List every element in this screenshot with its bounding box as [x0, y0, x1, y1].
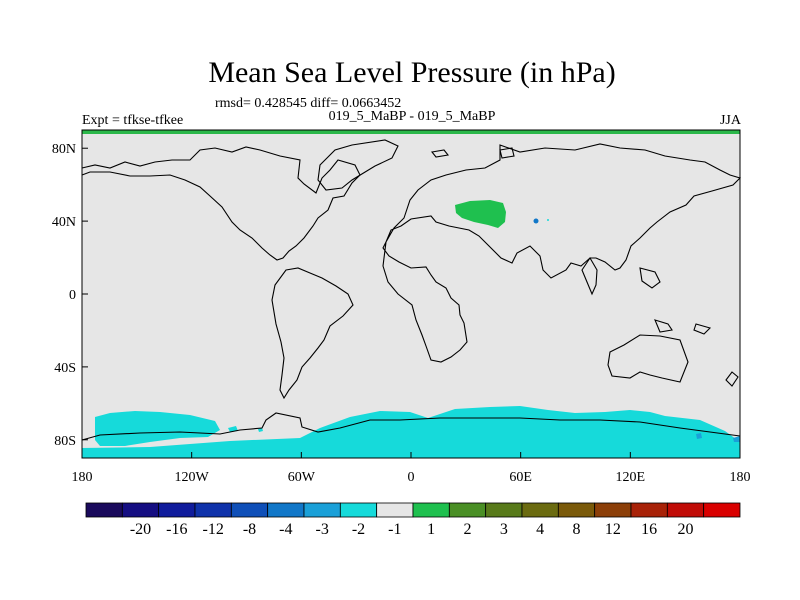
colorbar-swatch: [448, 502, 487, 518]
coastline-new-zealand: [725, 371, 739, 387]
colorbar-swatch: [376, 502, 414, 518]
colorbar-swatch: [521, 502, 559, 518]
map-panel: [81, 129, 742, 459]
anomaly-region: [696, 433, 702, 439]
colorbar-swatch: [412, 502, 450, 518]
colorbar-swatch: [230, 502, 269, 518]
x-tick-label: 180: [72, 470, 93, 485]
stats-label: rmsd= 0.428545 diff= 0.0663452: [215, 96, 401, 111]
y-tick-label: 80S: [54, 434, 76, 449]
negative-anomaly-spot: [547, 219, 549, 221]
coastline-arctic-islands: [430, 147, 515, 159]
anomaly-region: [95, 411, 220, 446]
y-tick-label: 40S: [54, 361, 76, 376]
negative-anomaly-spot: [533, 218, 539, 224]
coastline-north-america: [81, 146, 361, 261]
coastline-south-america: [271, 267, 354, 400]
colorbar-swatch: [666, 502, 705, 518]
coastline-india: [581, 256, 598, 296]
x-tick-label: 60E: [509, 470, 532, 485]
period-label: 019_5_MaBP - 019_5_MaBP: [329, 109, 496, 124]
x-tick-label: 0: [408, 470, 415, 485]
colorbar-label: 3: [500, 521, 508, 538]
colorbar-label: 12: [605, 521, 621, 538]
coastline-antarctica: [81, 412, 741, 441]
colorbar-swatch: [557, 502, 596, 518]
colorbar-swatch: [339, 502, 378, 518]
season-label: JJA: [720, 113, 742, 128]
colorbar-swatch: [194, 502, 232, 518]
positive-anomaly-region: [455, 200, 506, 228]
colorbar-swatch: [485, 502, 523, 518]
colorbar-label: -8: [243, 521, 256, 538]
colorbar-swatch: [121, 502, 160, 518]
anomaly-region: [82, 406, 740, 458]
x-tick-label: 180: [730, 470, 751, 485]
x-tick-label: 60W: [288, 470, 316, 485]
colorbar-label: -2: [352, 521, 365, 538]
coastline-southeast-asia: [639, 267, 712, 335]
colorbar-label: -16: [166, 521, 187, 538]
coastlines: [81, 139, 742, 441]
anomaly-region: [258, 428, 263, 432]
colorbar-label: 16: [641, 521, 657, 538]
coastline-eurasia: [382, 143, 742, 363]
map-background: [82, 130, 740, 458]
colorbar-label: -3: [316, 521, 329, 538]
colorbar-swatch: [158, 502, 196, 518]
y-tick-label: 40N: [52, 215, 76, 230]
experiment-label: Expt = tfkse-tfkee: [82, 113, 183, 128]
colorbar-swatch: [594, 502, 632, 518]
colorbar-swatch: [703, 502, 741, 518]
chart-title: Mean Sea Level Pressure (in hPa): [208, 56, 615, 89]
y-tick-label: 0: [69, 288, 76, 303]
colorbar-label: 2: [464, 521, 472, 538]
colorbar-swatch: [85, 502, 123, 518]
colorbar-label: -4: [279, 521, 292, 538]
colorbar-label: 1: [427, 521, 435, 538]
colorbar-label: 4: [536, 521, 544, 538]
map-axes: 180 120W 60W 0 60E 120E 180 80N 40N 0 40S 80S: [52, 142, 751, 485]
colorbar-label: -1: [388, 521, 401, 538]
x-tick-label: 120W: [175, 470, 210, 485]
north-pole-strip: [82, 130, 740, 134]
y-tick-label: 80N: [52, 142, 76, 157]
colorbar: -20 -16 -12 -8 -4 -3 -2 -1 1 2 3 4 8 12 16 20: [85, 502, 741, 538]
colorbar-swatch: [630, 502, 668, 518]
colorbar-label: 20: [678, 521, 694, 538]
anomaly-region: [733, 436, 740, 442]
colorbar-label: 8: [573, 521, 581, 538]
colorbar-swatch: [303, 502, 341, 518]
antarctic-negative-anomaly: [82, 406, 740, 458]
coastline-australia: [607, 334, 689, 383]
colorbar-label: -20: [130, 521, 151, 538]
coastline-greenland: [317, 139, 399, 191]
colorbar-label: -12: [203, 521, 224, 538]
x-tick-label: 120E: [616, 470, 646, 485]
colorbar-swatch: [267, 502, 305, 518]
